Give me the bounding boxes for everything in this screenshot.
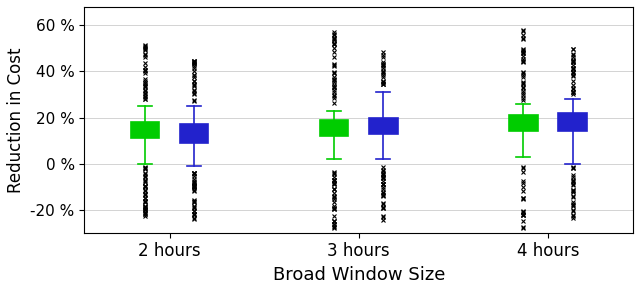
PathPatch shape xyxy=(369,118,397,134)
PathPatch shape xyxy=(509,115,538,131)
X-axis label: Broad Window Size: Broad Window Size xyxy=(273,266,445,284)
PathPatch shape xyxy=(180,125,209,143)
PathPatch shape xyxy=(320,120,348,136)
PathPatch shape xyxy=(131,122,159,138)
Y-axis label: Reduction in Cost: Reduction in Cost xyxy=(7,47,25,193)
PathPatch shape xyxy=(558,113,587,131)
